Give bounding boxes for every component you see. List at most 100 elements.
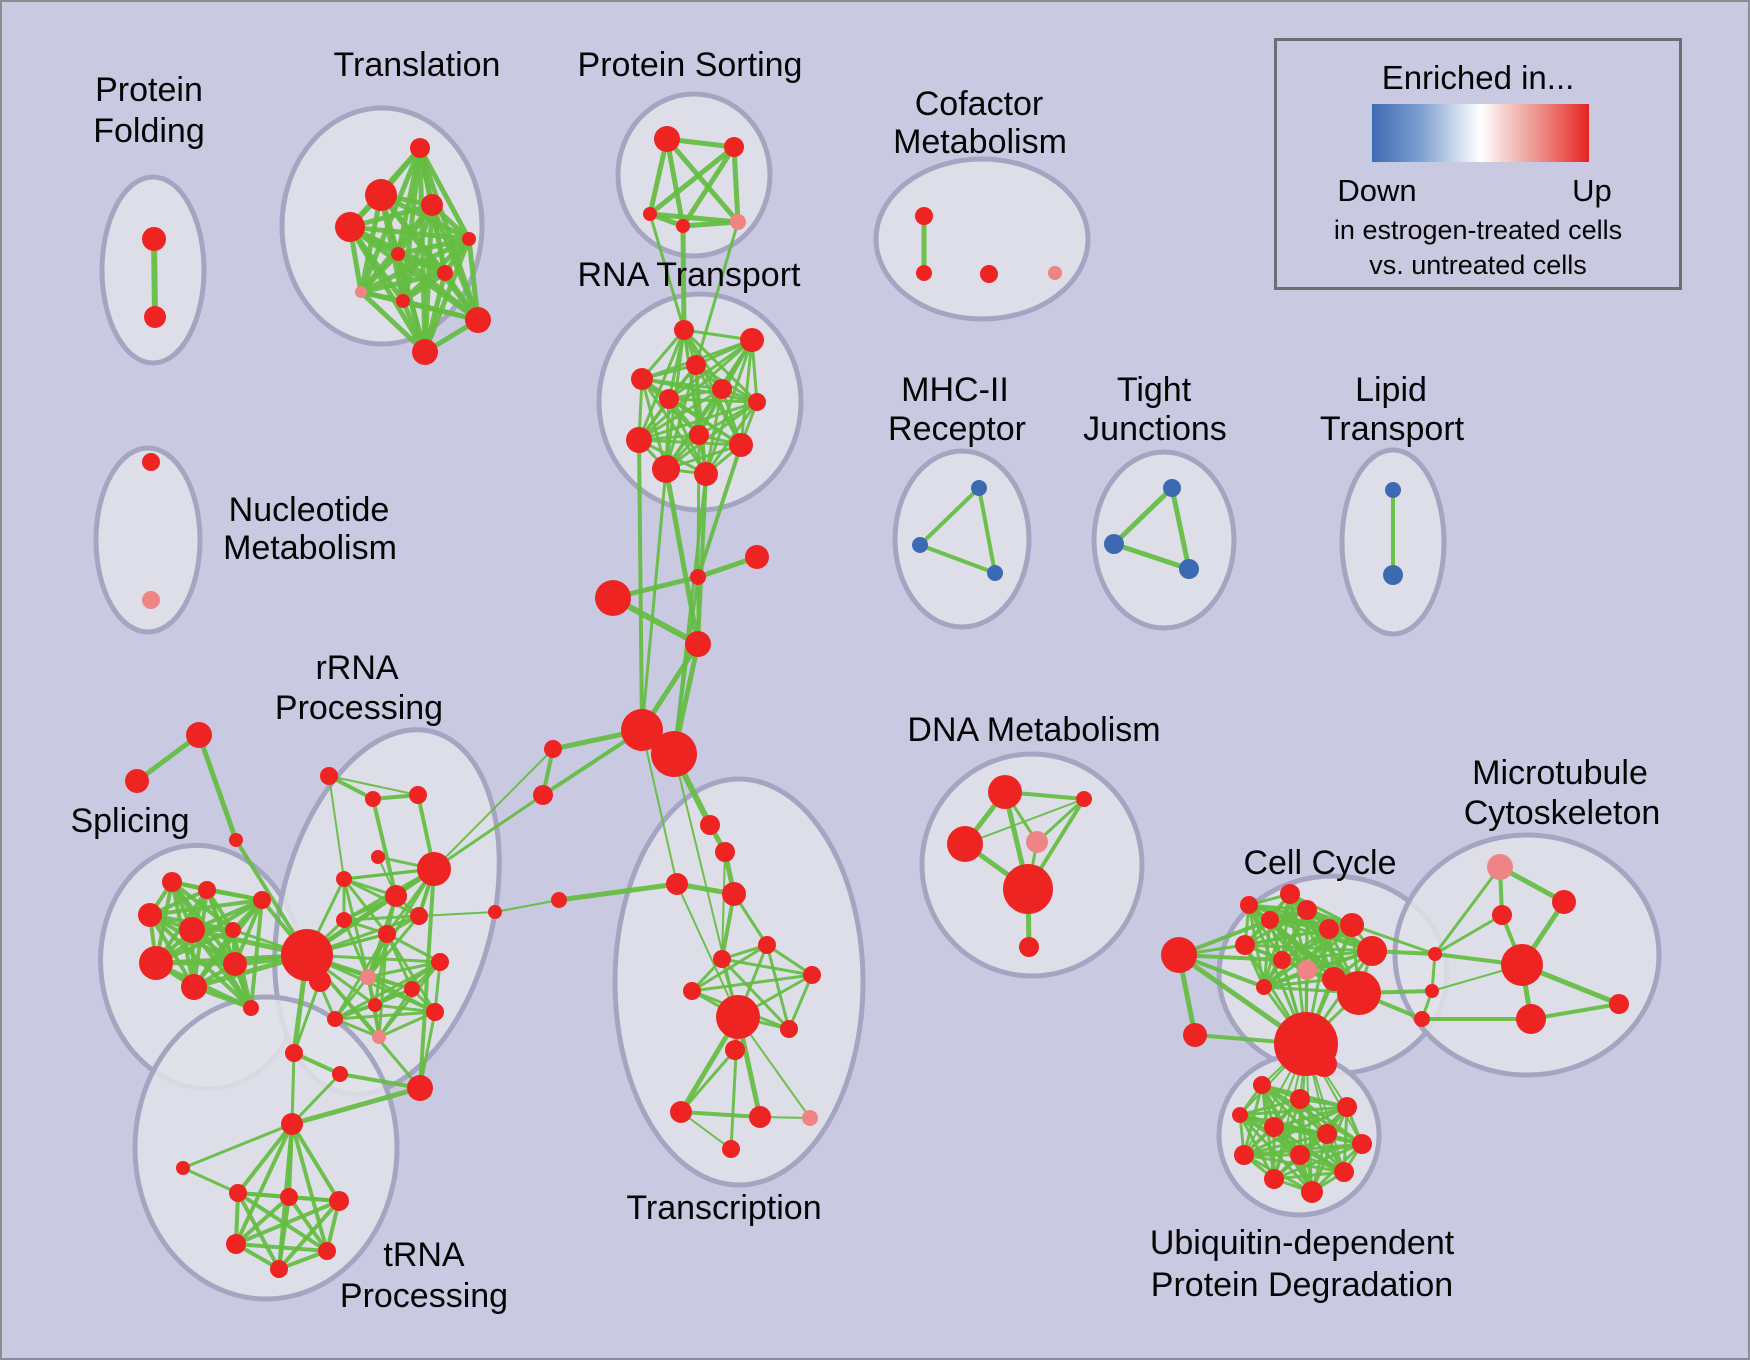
gene-set-node-l1[interactable] [544, 740, 562, 758]
gene-set-node-rr21[interactable] [488, 905, 502, 919]
gene-set-node-x10[interactable] [780, 1020, 798, 1038]
gene-set-node-sp8[interactable] [162, 872, 182, 892]
gene-set-node-r11[interactable] [652, 455, 680, 483]
gene-set-node-u3[interactable] [1337, 1097, 1357, 1117]
gene-set-node-k11[interactable] [1240, 896, 1258, 914]
gene-set-node-tg1[interactable] [186, 722, 212, 748]
gene-set-node-d1[interactable] [988, 775, 1022, 809]
gene-set-node-t8[interactable] [355, 286, 367, 298]
gene-set-node-rr13[interactable] [426, 1003, 444, 1021]
gene-set-node-d4[interactable] [1026, 831, 1048, 853]
gene-set-node-rr16[interactable] [372, 1030, 386, 1044]
gene-set-node-tn0[interactable] [281, 1113, 303, 1135]
gene-set-node-sp4[interactable] [181, 974, 207, 1000]
gene-set-node-tg3[interactable] [229, 833, 243, 847]
gene-set-node-r3[interactable] [686, 355, 706, 375]
gene-set-node-rh2[interactable] [309, 970, 331, 992]
gene-set-node-tj3[interactable] [1179, 559, 1199, 579]
gene-set-node-u4[interactable] [1232, 1107, 1248, 1123]
gene-set-node-sp6[interactable] [223, 952, 247, 976]
gene-set-node-rr19[interactable] [332, 1066, 348, 1082]
gene-set-node-rr2[interactable] [365, 791, 381, 807]
gene-set-node-x15[interactable] [802, 1110, 818, 1126]
gene-set-node-u5[interactable] [1264, 1117, 1284, 1137]
gene-set-node-rr7[interactable] [385, 885, 407, 907]
gene-set-node-u1[interactable] [1253, 1076, 1271, 1094]
gene-set-node-t1[interactable] [410, 138, 430, 158]
gene-set-node-mt6[interactable] [1516, 1004, 1546, 1034]
gene-set-node-k5[interactable] [1273, 951, 1291, 969]
gene-set-node-t6[interactable] [462, 232, 476, 246]
gene-set-node-sp7[interactable] [253, 891, 271, 909]
gene-set-node-r6[interactable] [712, 379, 732, 399]
gene-set-node-k3[interactable] [1319, 919, 1339, 939]
gene-set-node-t9[interactable] [396, 294, 410, 308]
gene-set-node-rr3[interactable] [409, 786, 427, 804]
gene-set-node-tj2[interactable] [1104, 534, 1124, 554]
gene-set-node-m2[interactable] [912, 537, 928, 553]
gene-set-node-rr8[interactable] [410, 907, 428, 925]
gene-set-node-u12[interactable] [1301, 1181, 1323, 1203]
gene-set-node-rr1[interactable] [320, 767, 338, 785]
gene-set-node-rr14[interactable] [327, 1011, 343, 1027]
gene-set-node-r8[interactable] [626, 427, 652, 453]
gene-set-node-c3[interactable] [595, 580, 631, 616]
gene-set-node-u9[interactable] [1290, 1145, 1310, 1165]
gene-set-node-k0[interactable] [1161, 937, 1197, 973]
gene-set-node-r5[interactable] [659, 389, 679, 409]
gene-set-node-cf4[interactable] [1048, 266, 1062, 280]
gene-set-node-sc3[interactable] [1414, 1011, 1430, 1027]
gene-set-node-sp5[interactable] [225, 922, 241, 938]
gene-set-node-rr15[interactable] [360, 969, 376, 985]
gene-set-node-rr4[interactable] [371, 850, 385, 864]
gene-set-node-kg2[interactable] [1311, 1051, 1337, 1077]
gene-set-node-x9[interactable] [716, 995, 760, 1039]
gene-set-node-mt5[interactable] [1609, 994, 1629, 1014]
gene-set-node-rr6[interactable] [417, 852, 451, 886]
gene-set-node-tn6[interactable] [318, 1242, 336, 1260]
gene-set-node-k1[interactable] [1261, 911, 1279, 929]
gene-set-node-x5[interactable] [551, 892, 567, 908]
gene-set-node-tg2[interactable] [125, 769, 149, 793]
gene-set-node-k2[interactable] [1297, 900, 1317, 920]
gene-set-node-k8[interactable] [1357, 936, 1387, 966]
gene-set-node-tn5[interactable] [226, 1234, 246, 1254]
gene-set-node-u2[interactable] [1290, 1089, 1310, 1109]
gene-set-node-rr10[interactable] [431, 953, 449, 971]
gene-set-node-rr11[interactable] [404, 981, 420, 997]
gene-set-node-kb[interactable] [1337, 971, 1381, 1015]
gene-set-node-x4[interactable] [722, 882, 746, 906]
gene-set-node-k4[interactable] [1340, 913, 1364, 937]
gene-set-node-x3[interactable] [666, 873, 688, 895]
gene-set-node-u6[interactable] [1317, 1124, 1337, 1144]
gene-set-node-h1[interactable] [621, 709, 663, 751]
gene-set-node-cf1[interactable] [915, 207, 933, 225]
gene-set-node-tn3[interactable] [280, 1188, 298, 1206]
gene-set-node-x6[interactable] [713, 950, 731, 968]
gene-set-node-mt3[interactable] [1492, 905, 1512, 925]
gene-set-node-ps5[interactable] [730, 214, 746, 230]
gene-set-node-x8[interactable] [683, 982, 701, 1000]
gene-set-node-nm1[interactable] [142, 453, 160, 471]
gene-set-node-ps2[interactable] [724, 137, 744, 157]
gene-set-node-u8[interactable] [1234, 1145, 1254, 1165]
gene-set-node-sp1[interactable] [138, 903, 162, 927]
gene-set-node-sp9[interactable] [243, 1000, 259, 1016]
gene-set-node-tn4[interactable] [329, 1191, 349, 1211]
gene-set-node-d5[interactable] [1003, 864, 1053, 914]
gene-set-node-r7[interactable] [748, 393, 766, 411]
gene-set-node-ps3[interactable] [643, 207, 657, 221]
gene-set-node-c1[interactable] [745, 545, 769, 569]
gene-set-node-k13[interactable] [1235, 935, 1255, 955]
gene-set-node-ps4[interactable] [676, 219, 690, 233]
gene-set-node-t7[interactable] [437, 265, 453, 281]
gene-set-node-r1[interactable] [674, 320, 694, 340]
gene-set-node-rr12[interactable] [368, 998, 382, 1012]
gene-set-node-sp2[interactable] [179, 917, 205, 943]
gene-set-node-m3[interactable] [987, 565, 1003, 581]
gene-set-node-tn2[interactable] [229, 1184, 247, 1202]
gene-set-node-k6[interactable] [1297, 960, 1317, 980]
gene-set-node-x2[interactable] [715, 842, 735, 862]
gene-set-node-tj1[interactable] [1163, 479, 1181, 497]
gene-set-node-mt2[interactable] [1552, 890, 1576, 914]
